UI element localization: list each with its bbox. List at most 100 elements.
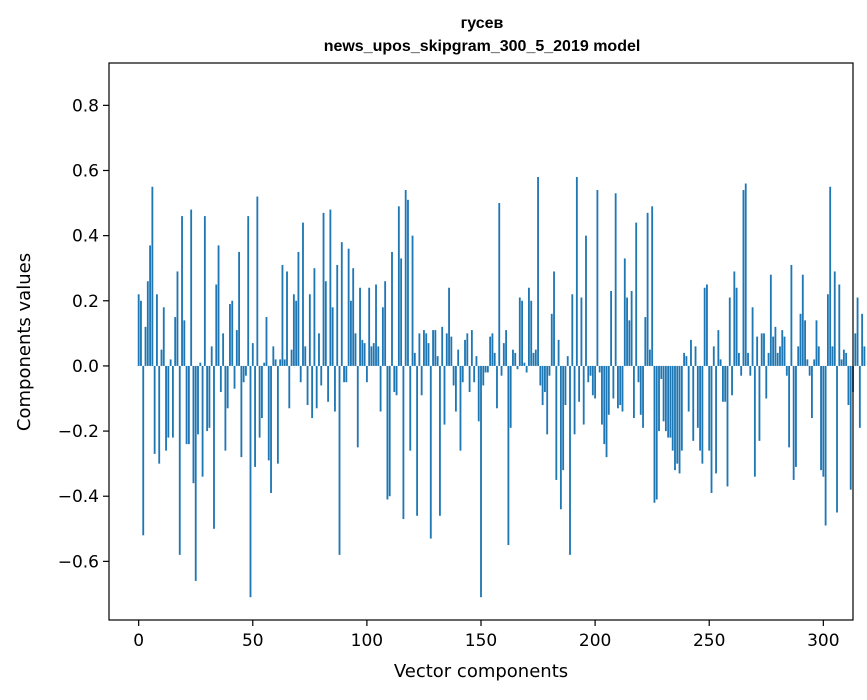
bar bbox=[842, 349, 845, 366]
bar bbox=[735, 287, 738, 366]
bar bbox=[429, 365, 432, 539]
bar bbox=[619, 365, 622, 406]
bar bbox=[804, 320, 806, 366]
bar bbox=[507, 365, 510, 546]
bar bbox=[222, 333, 225, 366]
bar bbox=[238, 251, 240, 366]
bar bbox=[598, 365, 601, 373]
bar bbox=[477, 365, 480, 422]
bar bbox=[402, 365, 405, 520]
bar bbox=[486, 365, 489, 373]
bar bbox=[530, 300, 533, 366]
bar bbox=[774, 326, 777, 366]
bar bbox=[306, 365, 309, 406]
bar bbox=[523, 362, 526, 366]
bar bbox=[861, 313, 864, 366]
bar bbox=[621, 365, 624, 412]
y-tick-label: 0.4 bbox=[72, 227, 99, 247]
bar bbox=[737, 352, 740, 366]
bar bbox=[468, 365, 471, 392]
bar bbox=[831, 346, 834, 366]
bar bbox=[633, 365, 635, 419]
bar bbox=[779, 346, 781, 366]
bar bbox=[671, 365, 674, 451]
bar bbox=[322, 212, 325, 366]
bar bbox=[769, 274, 772, 366]
bar bbox=[822, 365, 825, 477]
bar bbox=[820, 365, 822, 471]
bar bbox=[694, 346, 697, 366]
bar bbox=[226, 365, 229, 409]
bar bbox=[491, 333, 494, 366]
bar bbox=[518, 297, 521, 366]
y-tick-label: −0.4 bbox=[58, 487, 99, 507]
bar bbox=[817, 346, 820, 366]
bar bbox=[765, 365, 768, 399]
bar bbox=[575, 177, 578, 366]
bar bbox=[676, 365, 679, 464]
bar bbox=[418, 333, 421, 366]
bar bbox=[505, 330, 508, 366]
bar bbox=[454, 365, 457, 412]
bar bbox=[685, 356, 688, 366]
bar bbox=[856, 297, 859, 366]
bar bbox=[361, 339, 364, 366]
bar bbox=[249, 365, 252, 598]
bar bbox=[153, 365, 156, 454]
bar bbox=[772, 336, 775, 366]
bar bbox=[566, 356, 569, 366]
bar bbox=[363, 343, 366, 366]
bar bbox=[384, 281, 387, 366]
bar bbox=[356, 365, 359, 448]
bar bbox=[836, 365, 838, 513]
bar bbox=[788, 365, 791, 448]
bar bbox=[194, 365, 197, 581]
bar bbox=[146, 281, 149, 366]
bar bbox=[388, 365, 391, 497]
bar bbox=[452, 365, 455, 386]
bar bbox=[245, 365, 247, 376]
bar bbox=[183, 320, 186, 366]
bar bbox=[448, 287, 450, 366]
bar bbox=[858, 365, 861, 428]
bar bbox=[171, 365, 174, 438]
bar bbox=[475, 356, 478, 366]
bar bbox=[470, 330, 473, 366]
bar bbox=[639, 365, 642, 415]
bar bbox=[799, 313, 802, 366]
bar bbox=[744, 183, 747, 366]
bar bbox=[854, 333, 857, 366]
bar bbox=[630, 291, 633, 366]
bar bbox=[404, 190, 407, 366]
bar bbox=[343, 365, 345, 383]
bar bbox=[781, 330, 784, 366]
bar bbox=[445, 333, 448, 366]
bar bbox=[208, 365, 211, 428]
bar bbox=[826, 294, 829, 366]
bar bbox=[628, 320, 631, 366]
bar bbox=[603, 365, 606, 445]
bar bbox=[534, 349, 537, 366]
bar bbox=[158, 365, 161, 464]
bar bbox=[541, 365, 544, 406]
bar bbox=[215, 284, 218, 366]
bar bbox=[525, 365, 528, 373]
bar bbox=[596, 190, 599, 366]
bar bbox=[706, 284, 708, 366]
bar bbox=[664, 365, 667, 432]
bar bbox=[473, 365, 476, 383]
bar bbox=[203, 216, 206, 366]
bar bbox=[660, 365, 663, 379]
bar bbox=[441, 326, 444, 366]
bar bbox=[722, 365, 724, 402]
bar bbox=[813, 359, 816, 366]
bar bbox=[457, 349, 460, 366]
bar bbox=[327, 365, 330, 402]
bar bbox=[420, 365, 423, 396]
bar bbox=[432, 330, 434, 366]
bar bbox=[521, 300, 523, 366]
bar bbox=[753, 365, 756, 477]
bar bbox=[758, 365, 761, 441]
bar bbox=[423, 330, 425, 366]
